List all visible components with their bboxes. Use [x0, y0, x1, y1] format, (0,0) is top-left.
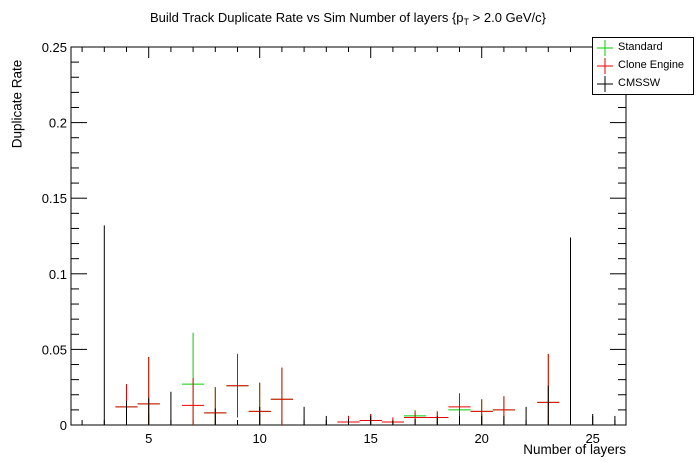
axes-group: 5 10 15 20 25 0 0.05 0.1 0.15 0.2 0.25 — [42, 40, 626, 446]
legend-label-clone-engine: Clone Engine — [618, 59, 685, 71]
x-tick-label: 10 — [252, 431, 266, 446]
y-axis-label: Duplicate Rate — [9, 59, 25, 149]
data-point-clone-engine — [182, 378, 205, 425]
y-tick-label: 0.1 — [49, 267, 67, 282]
x-tick-label: 5 — [145, 431, 152, 446]
y-tick-label: 0.05 — [42, 342, 67, 357]
x-tick-label: 15 — [363, 431, 377, 446]
y-tick-label: 0.25 — [42, 40, 67, 55]
legend-item-cmssw: CMSSW — [593, 75, 693, 93]
plot-frame — [70, 46, 627, 426]
y-tick-label: 0.2 — [49, 116, 67, 131]
y-tick-label: 0.15 — [42, 191, 67, 206]
legend-marker-standard — [597, 40, 613, 56]
legend-label-cmssw: CMSSW — [618, 77, 661, 89]
legend-item-clone-engine: Clone Engine — [593, 57, 693, 75]
chart-title-subscript: T — [463, 17, 470, 27]
chart-title: Build Track Duplicate Rate vs Sim Number… — [0, 10, 696, 27]
data-marks-group — [103, 225, 616, 425]
legend-label-standard: Standard — [618, 41, 663, 53]
data-point-clone-engine — [226, 353, 249, 418]
legend: Standard Clone Engine CMSSW — [592, 37, 694, 95]
x-tick-label: 20 — [474, 431, 488, 446]
x-tick-label: 25 — [585, 431, 599, 446]
data-point-clone-engine — [448, 393, 471, 421]
data-point-clone-engine — [270, 367, 293, 425]
chart-title-main: Build Track Duplicate Rate vs Sim Number… — [149, 10, 464, 25]
legend-marker-clone-engine — [597, 58, 613, 74]
y-tick-label: 0 — [60, 418, 67, 433]
legend-item-standard: Standard — [593, 39, 693, 57]
chart-title-tail: > 2.0 GeV/c} — [469, 10, 547, 25]
legend-marker-cmssw — [597, 76, 613, 92]
x-axis-label: Number of layers — [523, 442, 626, 457]
